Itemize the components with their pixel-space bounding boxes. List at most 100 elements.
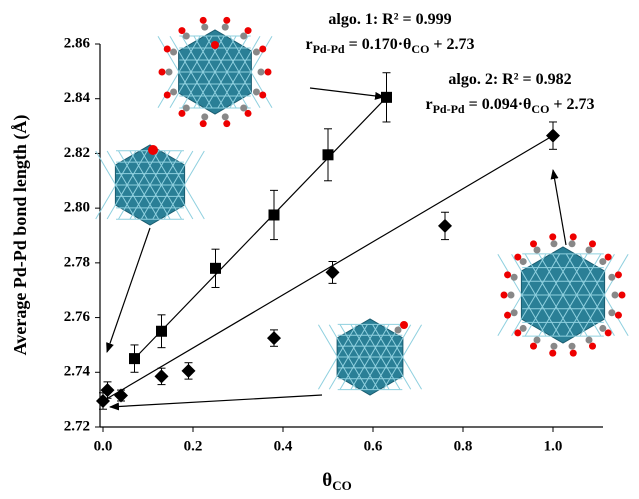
x-axis-label: θCO <box>322 470 351 493</box>
ligand-oxygen <box>200 120 207 127</box>
ligand-carbon <box>253 88 260 95</box>
ligand-carbon <box>240 104 247 111</box>
ligand-oxygen <box>164 46 171 53</box>
ligand-carbon <box>520 258 527 265</box>
ligand-carbon <box>183 33 190 40</box>
annotation-text: algo. 2: R² = 0.982 <box>448 71 571 88</box>
trend-line <box>135 97 387 358</box>
ligand-carbon <box>258 69 265 76</box>
x-tick-label: 0.6 <box>364 438 383 454</box>
ligand-oxygen <box>223 17 230 24</box>
ligand-oxygen <box>504 312 511 319</box>
annotation-sub: Pd-Pd <box>433 102 465 116</box>
ligand-oxygen <box>223 120 230 127</box>
ligand-oxygen <box>514 254 521 261</box>
ligand-carbon <box>599 325 606 332</box>
ligand-oxygen <box>178 110 185 117</box>
ligand-oxygen <box>605 329 612 336</box>
cluster-illustration <box>318 319 421 395</box>
y-tick-label: 2.72 <box>64 418 90 434</box>
ligand-carbon <box>550 343 557 350</box>
ligand-oxygen <box>589 240 596 247</box>
ligand-carbon <box>599 258 606 265</box>
ligand-carbon <box>586 337 593 344</box>
annotation-text: algo. 1: R² = 0.999 <box>328 11 451 28</box>
ligand-carbon <box>612 292 619 299</box>
diamond-marker <box>267 331 281 345</box>
annotation-text: r <box>425 96 432 113</box>
ligand-carbon <box>520 325 527 332</box>
ligand-oxygen <box>570 233 577 240</box>
diamond-marker <box>438 219 452 233</box>
annotation: algo. 1: R² = 0.999 <box>328 11 451 28</box>
y-tick-label: 2.74 <box>64 364 91 380</box>
ligand-oxygen <box>159 69 166 76</box>
ligand-carbon <box>508 292 515 299</box>
ligand-carbon <box>170 49 177 56</box>
x-axis-label-sub: CO <box>332 478 352 493</box>
ligand-oxygen <box>501 292 508 299</box>
annotation: rPd-Pd = 0.094·θCO + 2.73 <box>425 96 594 116</box>
y-tick-label: 2.76 <box>64 309 91 325</box>
square-marker <box>323 149 334 160</box>
annotation-sub: Pd-Pd <box>313 42 345 56</box>
y-axis-label: Average Pd-Pd bond length (Å) <box>10 115 31 356</box>
ligand-carbon <box>395 327 402 334</box>
ligand-carbon <box>222 113 229 120</box>
annotation-sub: CO <box>531 102 549 116</box>
square-marker <box>129 353 140 364</box>
annotation: rPd-Pd = 0.170·θCO + 2.73 <box>305 36 474 56</box>
annotation-text: = 0.094·θ <box>465 96 532 113</box>
x-tick-label: 1.0 <box>544 438 563 454</box>
ligand-oxygen <box>400 321 408 329</box>
ligand-oxygen <box>615 271 622 278</box>
annotation-text: r <box>305 36 312 53</box>
ligand-oxygen <box>589 343 596 350</box>
diamond-marker <box>155 369 169 383</box>
ligand-oxygen <box>549 350 556 357</box>
square-marker <box>210 263 221 274</box>
ligand-carbon <box>534 246 541 253</box>
ligand-carbon <box>201 113 208 120</box>
x-tick-label: 0.0 <box>94 438 113 454</box>
ligand-carbon <box>183 104 190 111</box>
diamond-marker <box>182 364 196 378</box>
diamond-marker <box>546 129 560 143</box>
x-tick-label: 0.4 <box>274 438 293 454</box>
square-marker <box>269 209 280 220</box>
ligand-carbon <box>511 274 518 281</box>
ligand-oxygen <box>265 69 272 76</box>
cluster-illustration <box>96 145 205 225</box>
ligand-carbon <box>222 24 229 31</box>
diamond-marker <box>114 389 128 403</box>
ligand-carbon <box>586 246 593 253</box>
ligand-carbon <box>608 309 615 316</box>
ligand-oxygen <box>245 110 252 117</box>
ligand-oxygen <box>164 91 171 98</box>
ligand-carbon <box>534 337 541 344</box>
ligand-carbon <box>253 49 260 56</box>
x-tick-label: 0.8 <box>454 438 473 454</box>
arrow <box>310 88 384 97</box>
ligand-carbon <box>511 309 518 316</box>
diamond-marker <box>326 265 340 279</box>
annotation-sub: CO <box>411 42 429 56</box>
cluster-illustration <box>498 233 628 356</box>
annotation-text: + 2.73 <box>549 96 594 113</box>
ligand-oxygen <box>259 91 266 98</box>
y-tick-label: 2.84 <box>64 90 91 106</box>
ligand-carbon <box>201 24 208 31</box>
ligand-oxygen <box>530 343 537 350</box>
ligand-oxygen <box>619 292 626 299</box>
square-marker <box>156 326 167 337</box>
ligand-oxygen <box>530 240 537 247</box>
square-marker <box>381 92 392 103</box>
y-tick-label: 2.80 <box>64 200 90 216</box>
ligand-carbon <box>550 240 557 247</box>
ligand-oxygen <box>605 254 612 261</box>
ligand-oxygen <box>211 41 219 49</box>
ligand-carbon <box>569 240 576 247</box>
x-tick-label: 0.2 <box>184 438 203 454</box>
ligand-oxygen <box>200 17 207 24</box>
annotation-text: + 2.73 <box>429 36 474 53</box>
